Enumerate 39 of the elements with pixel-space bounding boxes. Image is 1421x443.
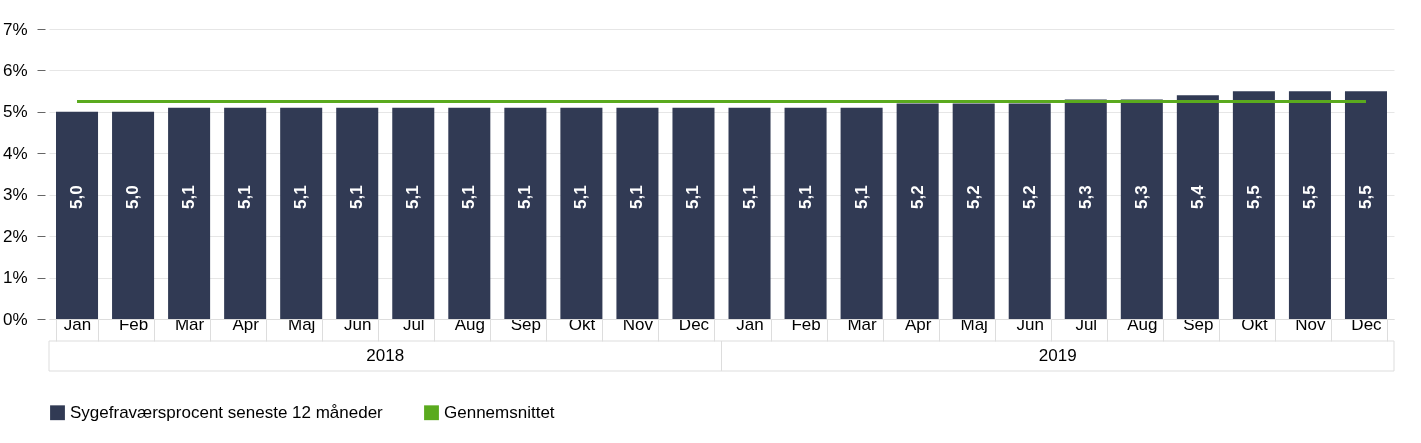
- data-label: 5,1: [515, 185, 535, 210]
- data-label: 5,3: [1075, 185, 1095, 210]
- text: 2018: [366, 346, 405, 365]
- legend-label: Gennemsnittet: [444, 402, 555, 422]
- data-label: 5,1: [347, 185, 367, 210]
- data-label: 5,1: [235, 185, 255, 210]
- data-label: 5,4: [1187, 184, 1207, 210]
- data-label: 5,1: [683, 185, 703, 210]
- y-tick-label: 6%: [2, 60, 28, 80]
- data-label: 5,1: [459, 185, 479, 210]
- data-label: 5,1: [627, 185, 647, 210]
- data-label: 5,1: [795, 185, 815, 210]
- data-label: 5,1: [403, 185, 423, 210]
- y-tick-label: 3%: [2, 185, 28, 205]
- y-tick-label: 0%: [2, 309, 28, 329]
- data-label: 5,1: [739, 185, 759, 210]
- x-tick-label: Jan: [736, 314, 764, 334]
- data-label: 5,1: [571, 185, 591, 210]
- data-label: 5,1: [291, 185, 311, 210]
- y-tick-label: 1%: [2, 268, 28, 288]
- data-label: 5,1: [851, 185, 871, 210]
- x-tick-label: Aug: [1127, 314, 1158, 334]
- data-label: 5,0: [67, 185, 87, 210]
- x-tick-label: Aug: [454, 314, 485, 334]
- data-label: 5,0: [123, 185, 143, 210]
- data-label: 5,5: [1243, 185, 1263, 210]
- data-label: 5,2: [963, 185, 983, 210]
- data-label: 5,2: [1019, 185, 1039, 210]
- data-label: 5,5: [1355, 185, 1375, 210]
- legend-label: Sygefraværsprocent seneste 12 måneder: [70, 402, 384, 422]
- y-tick-label: 4%: [2, 143, 28, 163]
- text: 2019: [1038, 346, 1077, 365]
- y-tick-label: 7%: [2, 19, 28, 39]
- y-tick-label: 2%: [2, 226, 28, 246]
- data-label: 5,3: [1131, 185, 1151, 210]
- data-label: 5,1: [179, 185, 199, 210]
- data-label: 5,2: [907, 185, 927, 210]
- data-label: 5,5: [1299, 185, 1319, 210]
- y-tick-label: 5%: [2, 102, 28, 122]
